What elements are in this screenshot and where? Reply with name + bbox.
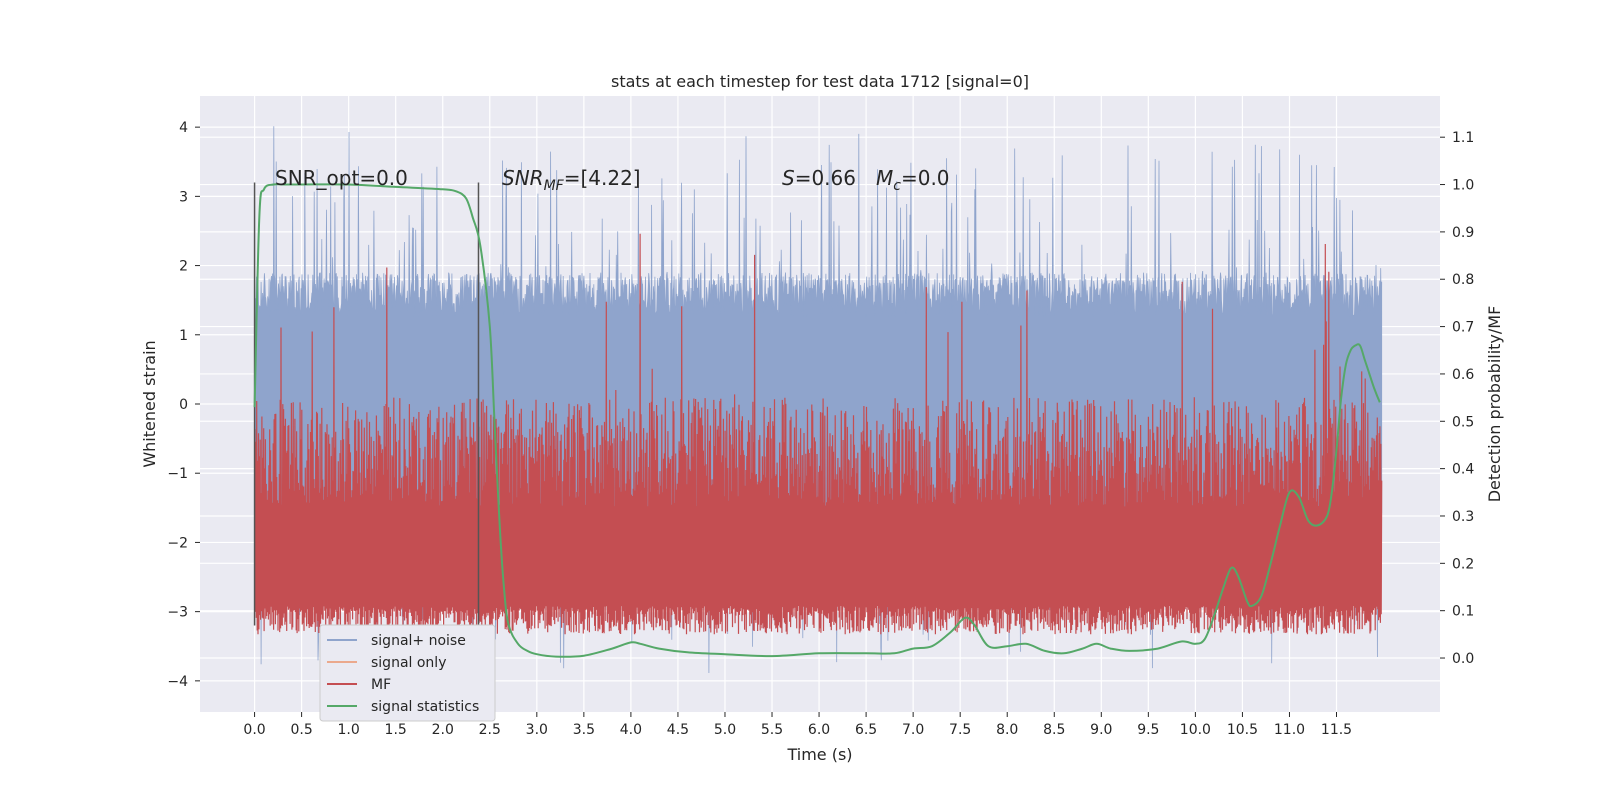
y-tick-label: −1: [167, 466, 188, 482]
y-tick-label: −2: [167, 535, 188, 551]
y2-tick-label: 1.0: [1452, 178, 1474, 194]
y-tick-label: 2: [179, 259, 188, 275]
y2-tick-label: 0.6: [1452, 367, 1474, 383]
y2-tick-label: 0.7: [1452, 320, 1474, 336]
y2-tick-label: 0.4: [1452, 462, 1474, 478]
x-tick-label: 0.0: [243, 722, 265, 738]
x-tick-label: 1.5: [385, 722, 407, 738]
legend-entry: signal only: [371, 655, 446, 671]
signal-statistics-line: [253, 183, 1381, 658]
y2-tick-label: 0.5: [1452, 414, 1474, 430]
x-tick-label: 11.5: [1321, 722, 1352, 738]
x-tick-label: 1.0: [338, 722, 360, 738]
legend-box: [319, 624, 496, 722]
legend-entry: MF: [371, 677, 391, 693]
legend-entry: signal statistics: [371, 699, 479, 715]
x-tick-label: 0.5: [290, 722, 312, 738]
y2-tick-label: 0.3: [1452, 509, 1474, 525]
x-tick-label: 2.5: [479, 722, 501, 738]
y2-tick-label: 1.1: [1452, 130, 1474, 146]
annotation-s-mc: S=0.66 Mc=0.0: [782, 166, 950, 194]
x-tick-label: 11.0: [1274, 722, 1305, 738]
y-tick-label: 4: [179, 120, 188, 136]
legend-entry: signal+ noise: [371, 633, 466, 649]
y-tick-label: 1: [179, 328, 188, 344]
y-tick-label: −4: [167, 674, 188, 690]
x-tick-label: 6.5: [855, 722, 877, 738]
x-axis-ticks: 0.0 0.5 1.0 1.5 2.0 2.5 3.0 3.5 4.0 4.5 5.0 5.5 6.0 6…: [243, 712, 1352, 738]
y-axis-label: Whitened strain: [140, 340, 159, 467]
x-tick-label: 8.5: [1043, 722, 1065, 738]
y-axis-left-ticks: 4 3 2 1 0 −1 −2 −3 −4: [167, 120, 200, 690]
annotation-snr-opt: SNR_opt=0.0: [275, 166, 408, 190]
y2-tick-label: 0.9: [1452, 225, 1474, 241]
x-tick-label: 2.0: [432, 722, 454, 738]
mf-series: [254, 233, 1383, 635]
y2-tick-label: 0.2: [1452, 556, 1474, 572]
x-tick-label: 10.0: [1180, 722, 1211, 738]
x-tick-label: 3.0: [526, 722, 548, 738]
legend: signal+ noise signal only MF signal statist…: [319, 624, 496, 722]
x-tick-label: 7.0: [902, 722, 924, 738]
y-tick-label: 0: [179, 397, 188, 413]
x-tick-label: 5.5: [761, 722, 783, 738]
x-axis-label: Time (s): [786, 745, 852, 764]
y-tick-label: −3: [167, 605, 188, 621]
x-tick-label: 6.0: [808, 722, 830, 738]
signal-statistics-series: [253, 183, 1381, 658]
y2-tick-label: 0.1: [1452, 604, 1474, 620]
y2-axis-label: Detection probability/MF: [1485, 306, 1504, 503]
x-tick-label: 3.5: [573, 722, 595, 738]
x-tick-label: 4.0: [620, 722, 642, 738]
x-tick-label: 10.5: [1227, 722, 1258, 738]
x-tick-label: 7.5: [949, 722, 971, 738]
y2-tick-label: 0.8: [1452, 272, 1474, 288]
x-tick-label: 5.0: [714, 722, 736, 738]
y2-tick-label: 0.0: [1452, 651, 1474, 667]
y-axis-right-ticks: 1.1 1.0 0.9 0.8 0.7 0.6 0.5 0.4 0.3 0.2 0.1 0.0: [1440, 130, 1474, 667]
chart-title: stats at each timestep for test data 171…: [611, 72, 1029, 91]
x-tick-label: 4.5: [667, 722, 689, 738]
x-tick-label: 9.5: [1137, 722, 1159, 738]
x-tick-label: 9.0: [1090, 722, 1112, 738]
x-tick-label: 8.0: [996, 722, 1018, 738]
mf-line: [254, 233, 1383, 635]
annotation-snr-mf: SNRMF=[4.22]: [502, 166, 641, 194]
y-tick-label: 3: [179, 189, 188, 205]
